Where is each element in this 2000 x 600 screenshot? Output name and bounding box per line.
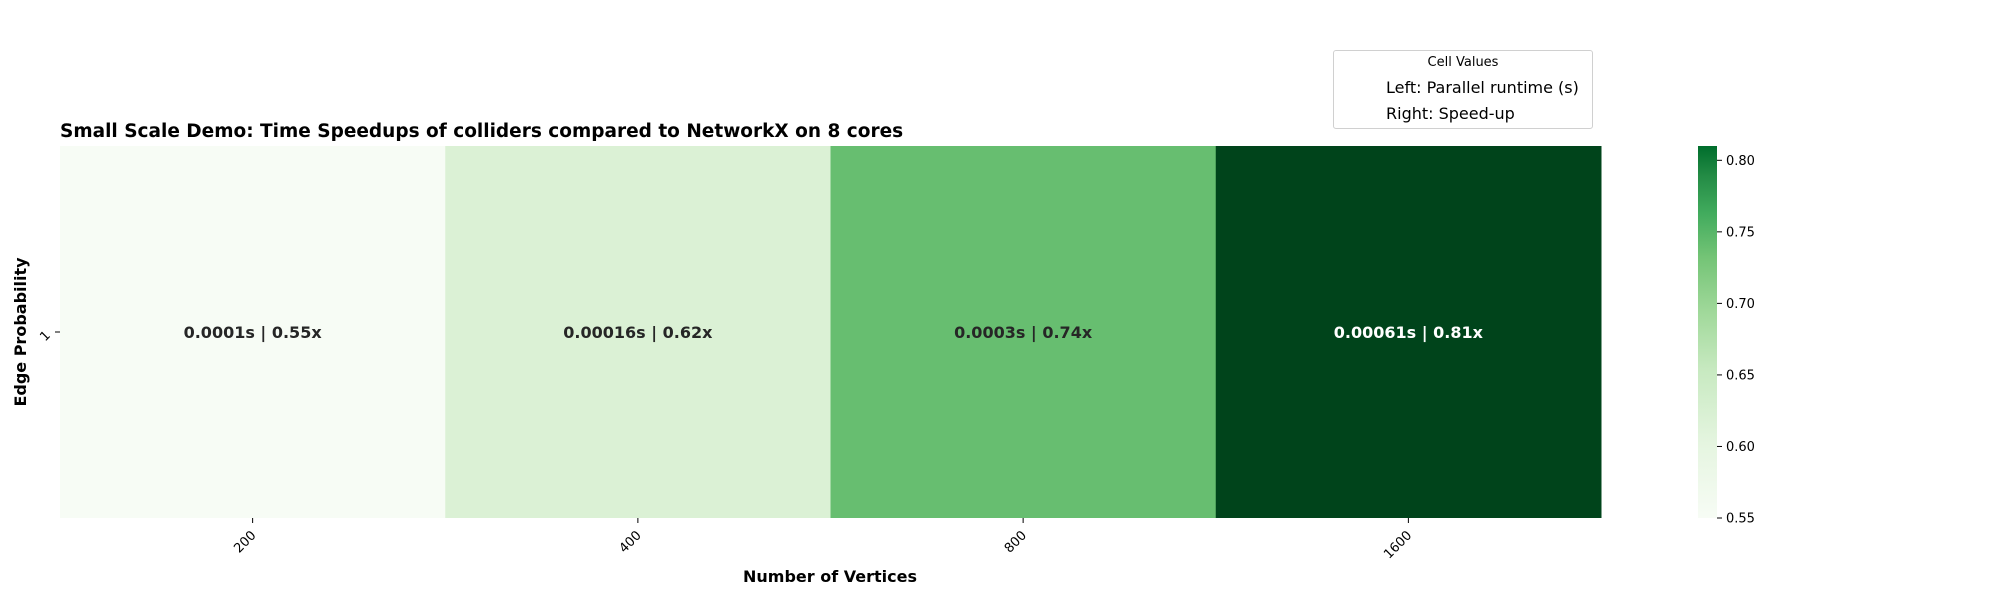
y-tick-label: 1 xyxy=(37,328,53,344)
colorbar xyxy=(1698,146,1717,518)
colorbar-tick-label: 0.65 xyxy=(1726,368,1755,383)
x-tick-label: 200 xyxy=(231,528,259,556)
heatmap-cell xyxy=(445,146,831,518)
x-tick-label: 1600 xyxy=(1381,528,1415,562)
colorbar-tick-label: 0.60 xyxy=(1726,440,1755,455)
colorbar-tick-label: 0.55 xyxy=(1726,512,1755,527)
heatmap-cell xyxy=(830,146,1217,518)
legend-entry-left: Left: Parallel runtime (s) xyxy=(1386,78,1579,97)
legend-entry-right: Right: Speed-up xyxy=(1386,104,1515,123)
cell-value-label: 0.0003s | 0.74x xyxy=(954,323,1093,343)
heatmap-cell xyxy=(1215,146,1602,518)
x-tick-label: 800 xyxy=(1002,528,1030,556)
colorbar-tick-label: 0.75 xyxy=(1726,225,1755,240)
legend-title: Cell Values xyxy=(1427,55,1499,70)
colorbar-tick-label: 0.70 xyxy=(1726,297,1755,312)
y-axis-label: Edge Probability xyxy=(11,257,30,407)
cell-value-label: 0.0001s | 0.55x xyxy=(184,323,323,343)
legend: Cell Values Left: Parallel runtime (s) R… xyxy=(1333,50,1593,129)
chart-title: Small Scale Demo: Time Speedups of colli… xyxy=(60,121,903,142)
x-tick-label: 400 xyxy=(617,528,645,556)
cell-value-label: 0.00061s | 0.81x xyxy=(1334,323,1484,343)
x-axis-label: Number of Vertices xyxy=(743,567,917,586)
heatmap-cell xyxy=(60,146,446,518)
colorbar-tick-label: 0.80 xyxy=(1726,154,1755,169)
cell-value-label: 0.00016s | 0.62x xyxy=(563,323,713,343)
